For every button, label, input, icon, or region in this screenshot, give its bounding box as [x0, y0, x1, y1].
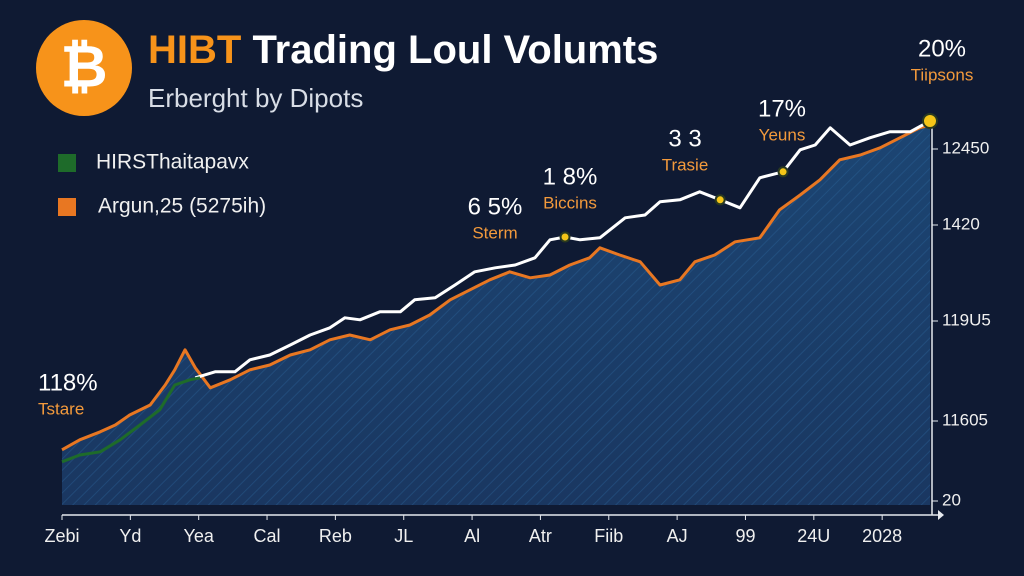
point-marker — [922, 113, 938, 129]
chart-title: HIBT Trading Loul Volumts — [148, 28, 658, 72]
annotation-value: 20% — [918, 35, 966, 62]
logo: ₿ — [60, 34, 107, 99]
x-tick-label: Zebi — [44, 526, 79, 546]
annotation-value: 6 5% — [468, 193, 523, 220]
y-tick-label: 119U5 — [942, 310, 991, 329]
x-tick-label: Atr — [529, 526, 552, 546]
x-tick-label: 99 — [735, 526, 755, 546]
x-tick-label: Fiib — [594, 526, 623, 546]
y-tick-label: 11605 — [942, 410, 988, 429]
annotation-label: Yeuns — [759, 125, 806, 144]
x-tick-label: 24U — [797, 526, 830, 546]
x-axis-arrow — [938, 510, 944, 520]
x-tick-label: Cal — [254, 526, 281, 546]
annotation-value: 3 3 — [668, 125, 701, 152]
y-tick-label: 1420 — [942, 214, 980, 233]
point-marker — [714, 194, 726, 206]
x-tick-label: JL — [394, 526, 413, 546]
legend-swatch — [58, 198, 76, 216]
y-tick-label: 20 — [942, 490, 961, 509]
x-tick-label: Yd — [119, 526, 141, 546]
title-main: Trading Loul Volumts — [252, 28, 658, 72]
point-marker — [559, 231, 571, 243]
annotation-label: Sterm — [472, 223, 517, 242]
legend-label: Argun,25 (5275ih) — [98, 195, 266, 218]
y-tick-label: 12450 — [942, 138, 989, 157]
x-tick-label: 2028 — [862, 526, 902, 546]
annotation-label: Trasie — [662, 155, 709, 174]
x-tick-label: Reb — [319, 526, 352, 546]
annotation-value: 1 8% — [543, 163, 598, 190]
point-marker — [777, 166, 789, 178]
subtitle: Erberght by Dipots — [148, 83, 363, 113]
series-line — [61, 123, 931, 452]
annotation-value: 17% — [758, 95, 806, 122]
annotation-label: Tstare — [38, 399, 84, 418]
logo-circle — [36, 20, 132, 116]
annotation-label: Tiipsons — [911, 65, 974, 84]
legend-swatch — [58, 154, 76, 172]
annotation-label: Biccins — [543, 193, 597, 212]
x-tick-label: Yea — [184, 526, 215, 546]
x-tick-label: AJ — [667, 526, 688, 546]
series-line — [194, 119, 931, 380]
title-prefix: HIBT — [148, 28, 241, 72]
annotation-value: 118% — [38, 369, 98, 396]
legend-label: HIRSThaitapavx — [96, 151, 249, 174]
area-hatch — [62, 125, 930, 505]
series-line — [61, 376, 201, 464]
x-tick-label: Al — [464, 526, 480, 546]
